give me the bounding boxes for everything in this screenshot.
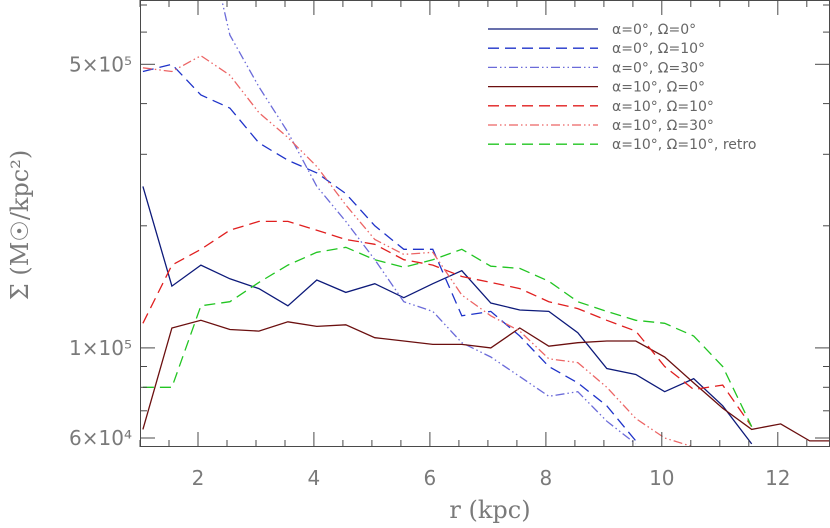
y-tick-label: 1×10⁵ (69, 336, 132, 360)
legend-label-7: α=10°, Ω=10°, retro (612, 137, 756, 153)
plot-frame (140, 0, 830, 447)
legend: α=0°, Ω=0° α=0°, Ω=10° α=0°, Ω=30° α=10°, Ω… (488, 22, 756, 153)
series-line-7 (142, 246, 753, 427)
legend-label-6: α=10°, Ω=30° (612, 118, 714, 134)
series-layer (142, 0, 830, 447)
series-line-1 (142, 186, 753, 445)
legend-label-5: α=10°, Ω=10° (612, 99, 714, 115)
y-tick-label: 5×10⁵ (69, 52, 132, 76)
legend-label-1: α=0°, Ω=0° (612, 22, 696, 38)
series-line-4 (142, 319, 830, 442)
legend-label-4: α=10°, Ω=0° (612, 80, 705, 96)
x-tick-label: 4 (308, 466, 321, 490)
y-axis-label: Σ (M☉/kpc²) (6, 150, 34, 300)
series-line-3 (221, 0, 637, 445)
x-tick-label: 8 (540, 466, 553, 490)
x-tick-label: 10 (649, 466, 674, 490)
ticks-layer (139, 0, 830, 447)
series-line-2 (142, 63, 637, 442)
series-line-6 (142, 54, 694, 447)
tick-labels-layer: 2 4 6 8 10 12 6×10⁴ 1×10⁵ 5×10⁵ (69, 52, 790, 490)
x-tick-label: 2 (192, 466, 205, 490)
x-tick-label: 12 (765, 466, 790, 490)
x-tick-label: 6 (424, 466, 437, 490)
y-tick-label: 6×10⁴ (69, 426, 132, 450)
legend-label-2: α=0°, Ω=10° (612, 41, 705, 57)
x-axis-label: r (kpc) (449, 496, 530, 524)
legend-label-3: α=0°, Ω=30° (612, 60, 705, 76)
series-line-5 (142, 220, 753, 427)
